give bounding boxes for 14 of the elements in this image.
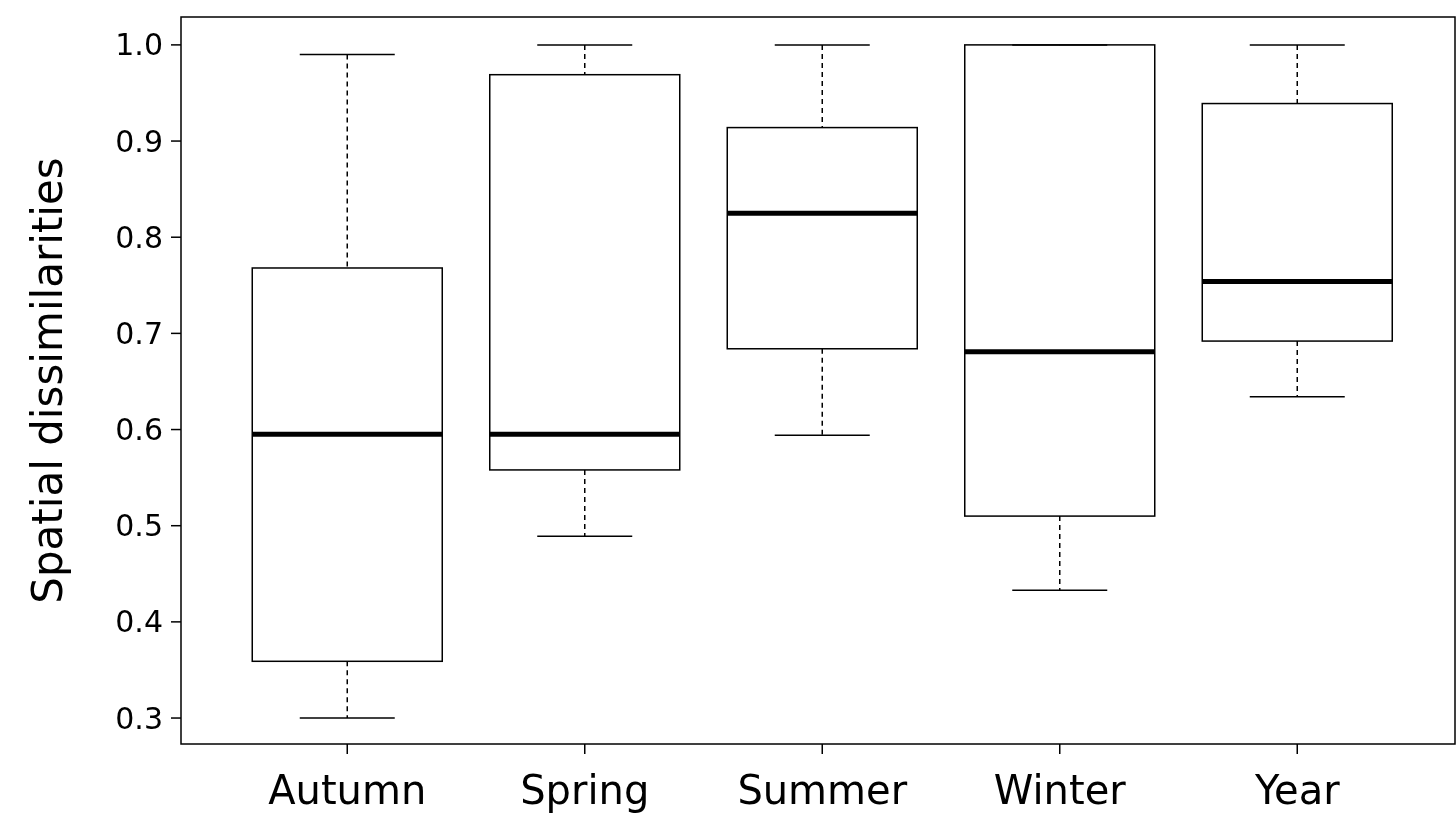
- x-tick-label: Year: [1253, 767, 1341, 813]
- y-tick-label: 0.9: [115, 123, 163, 159]
- y-tick-label: 0.3: [115, 700, 163, 736]
- y-tick-label: 0.5: [115, 508, 163, 544]
- y-tick-label: 0.6: [115, 412, 163, 448]
- y-tick-label: 0.7: [115, 315, 163, 351]
- y-tick-label: 0.4: [115, 604, 163, 640]
- y-tick-label: 1.0: [115, 27, 163, 63]
- x-tick-label: Winter: [993, 767, 1127, 813]
- x-tick-label: Autumn: [268, 767, 427, 813]
- x-tick-label: Spring: [520, 767, 650, 813]
- y-tick-label: 0.8: [115, 219, 163, 255]
- y-axis-title: Spatial dissimilarities: [23, 157, 72, 604]
- x-tick-label: Summer: [737, 767, 908, 813]
